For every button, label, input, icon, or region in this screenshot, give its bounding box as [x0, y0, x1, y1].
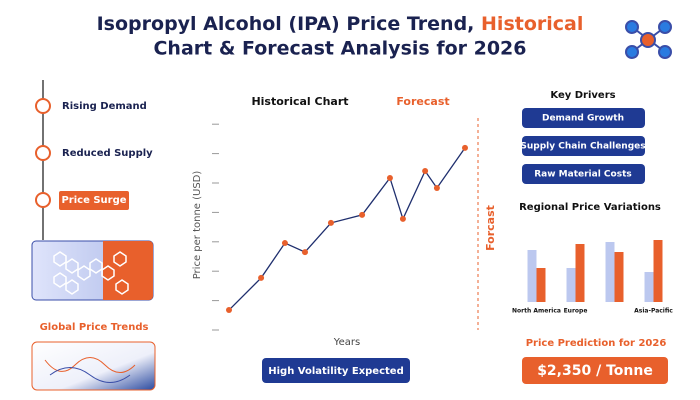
price-point — [462, 144, 468, 151]
region-label: Asia-Pacific — [634, 308, 673, 315]
price-point — [258, 274, 265, 281]
price-point — [422, 168, 429, 175]
driver-button — [522, 164, 645, 184]
trend-thumbnail — [31, 341, 156, 391]
forecast-axis-label: Forcast — [484, 205, 497, 251]
molecule-icon — [625, 20, 672, 59]
driver-text: Demand Growth — [542, 114, 624, 124]
price-point — [433, 185, 440, 192]
chart-title: Historical Chart — [251, 95, 348, 108]
price-point — [281, 240, 288, 247]
region-bar — [614, 252, 624, 302]
volatility-text: High Volatility Expected — [268, 366, 404, 377]
regional-title: Regional Price Variations — [519, 202, 661, 213]
price-point — [327, 219, 334, 226]
timeline-item: Price Surge — [61, 195, 126, 206]
price-point — [399, 215, 406, 222]
price-point — [359, 211, 366, 218]
timeline-item: Rising Demand — [62, 101, 147, 112]
price-point — [386, 174, 393, 181]
volatility-button — [262, 358, 410, 383]
region-label: North America — [512, 308, 561, 315]
trends-title: Global Price Trends — [40, 322, 149, 333]
prediction-value: $2,350 / Tonne — [537, 363, 653, 379]
molecule-image — [31, 240, 154, 301]
y-axis-label: Price per tonne (USD) — [192, 171, 203, 280]
timeline-item: Reduced Supply — [62, 148, 153, 159]
title-line-2: Chart & Forecast Analysis for 2026 — [153, 38, 526, 60]
title-line-1: Isopropyl Alcohol (IPA) Price Trend, His… — [97, 13, 584, 35]
driver-button — [522, 136, 645, 156]
title-part: Isopropyl Alcohol (IPA) Price Trend, — [97, 13, 481, 35]
driver-text: Raw Material Costs — [534, 170, 632, 180]
region-bar — [644, 272, 654, 302]
region-bar — [536, 268, 546, 302]
region-bar — [653, 240, 663, 302]
prediction-title: Price Prediction for 2026 — [526, 338, 667, 349]
title-highlight: Historical — [481, 13, 583, 35]
forecast-label: Forecast — [396, 95, 449, 108]
price-point — [301, 249, 308, 256]
driver-button — [522, 108, 645, 128]
timeline: Rising Demand Reduced Supply Price Surge — [35, 80, 153, 240]
region-bar — [566, 268, 576, 302]
region-label: Europe — [564, 308, 588, 315]
region-bar — [605, 242, 615, 302]
price-point — [226, 307, 232, 314]
x-axis-label: Years — [333, 337, 360, 348]
drivers-title: Key Drivers — [550, 90, 615, 101]
region-bar — [527, 250, 537, 302]
prediction-box — [522, 357, 668, 384]
driver-text: Supply Chain Challenges — [520, 142, 645, 152]
price-line — [228, 147, 466, 311]
region-bar — [575, 244, 585, 302]
